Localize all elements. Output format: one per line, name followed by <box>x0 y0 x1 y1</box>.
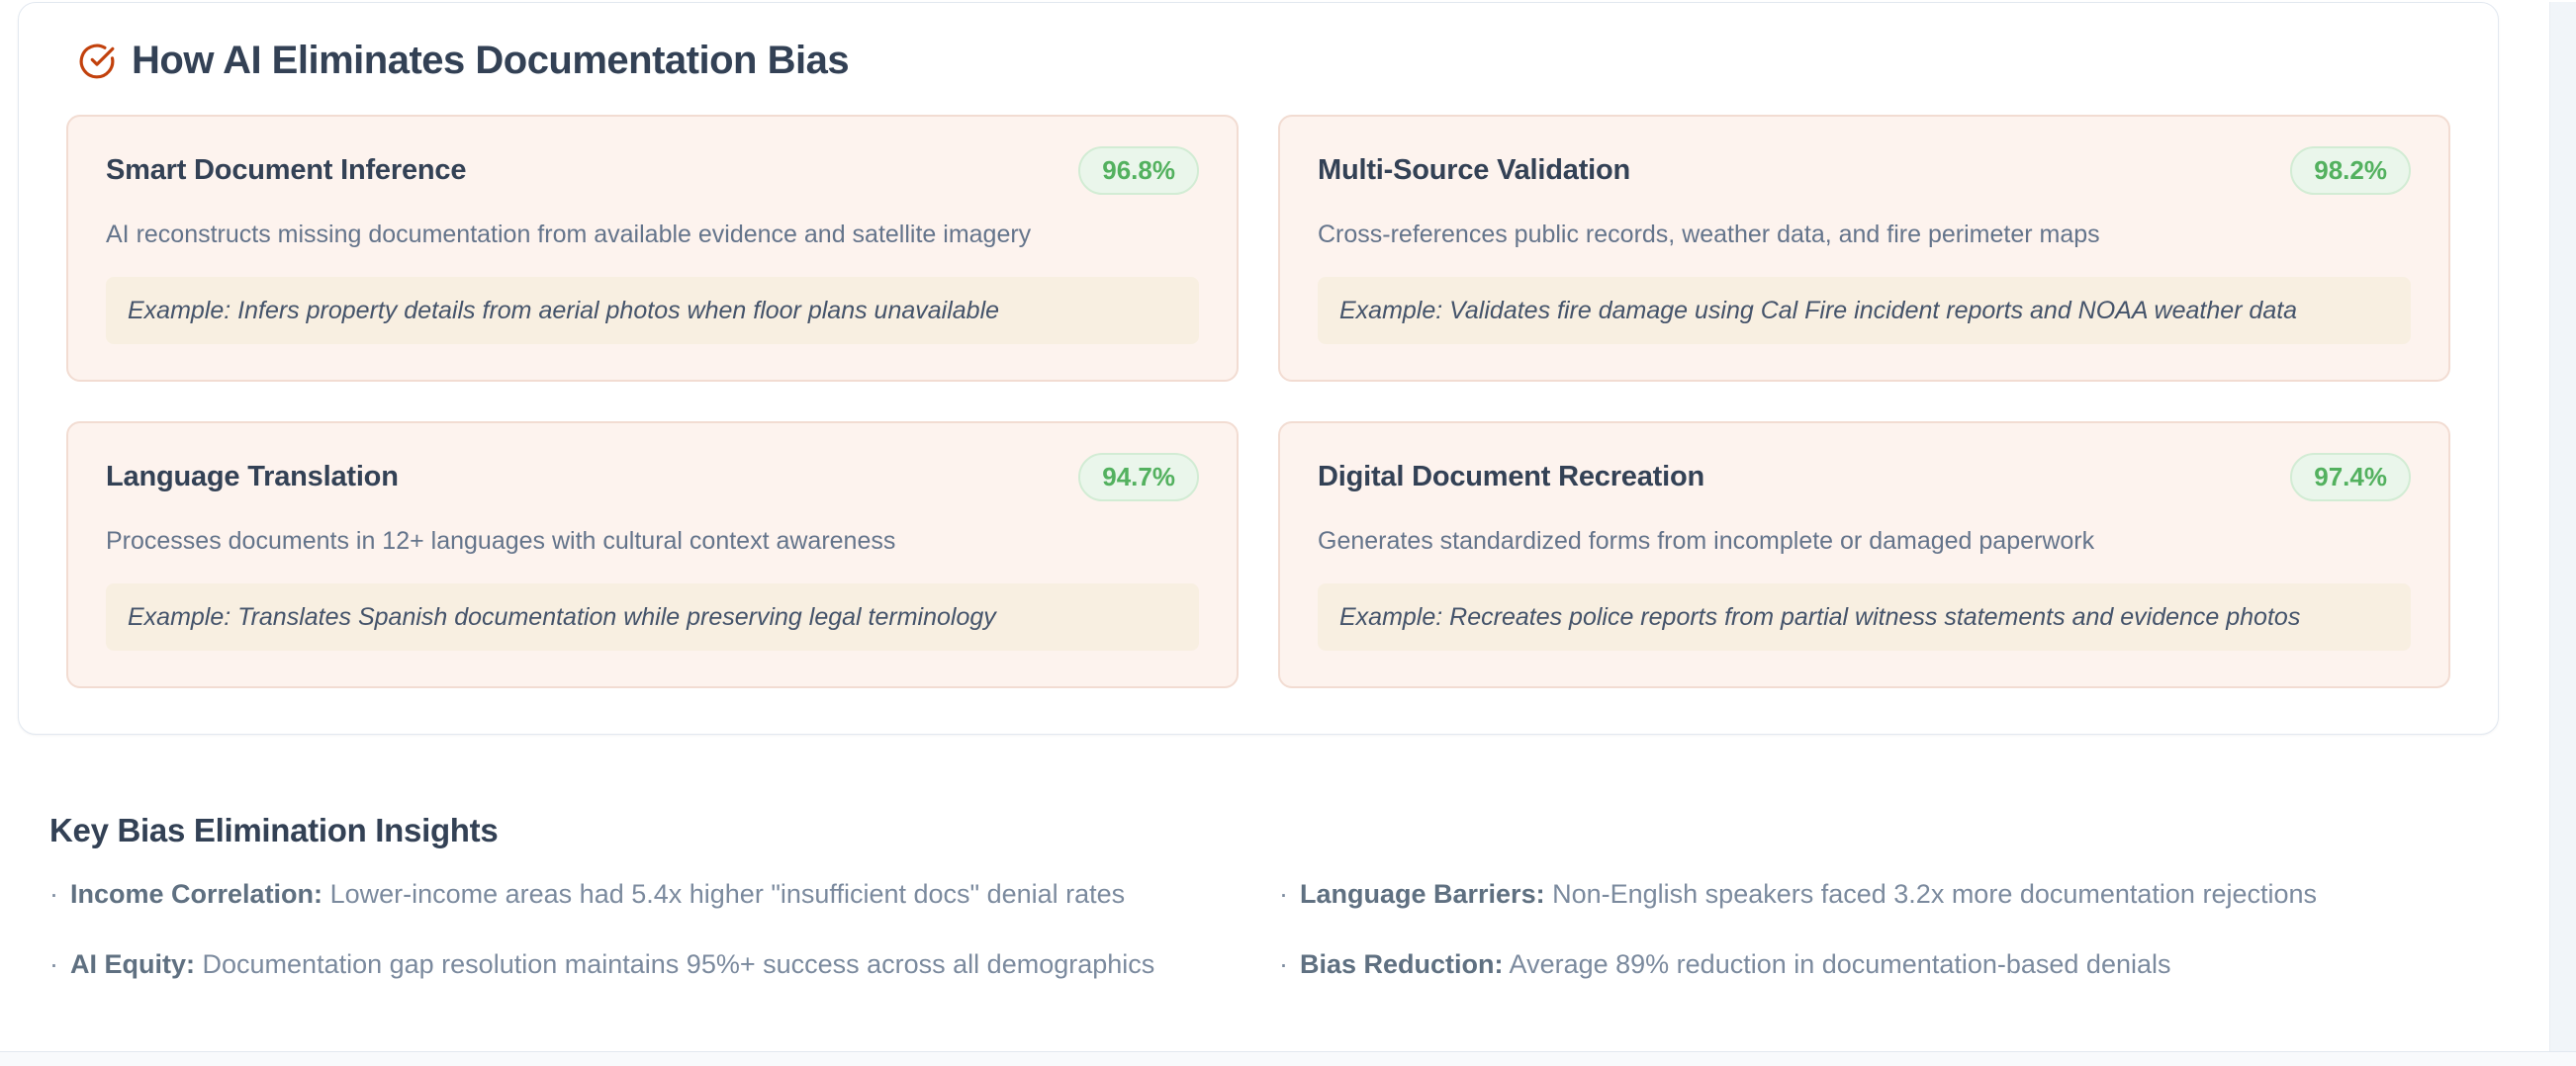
capability-card-digital-document-recreation: Digital Document Recreation 97.4% Genera… <box>1278 421 2450 689</box>
insight-item-bias-reduction: · Bias Reduction: Average 89% reduction i… <box>1279 947 2493 982</box>
success-rate-badge: 98.2% <box>2290 146 2411 196</box>
capability-card-language-translation: Language Translation 94.7% Processes doc… <box>66 421 1239 689</box>
bullet-icon: · <box>1279 879 1288 910</box>
bullet-icon: · <box>49 879 58 910</box>
card-example: Example: Recreates police reports from p… <box>1318 582 2411 652</box>
card-header: Language Translation 94.7% <box>106 453 1199 502</box>
card-description: Processes documents in 12+ languages wit… <box>106 527 896 556</box>
success-rate-badge: 96.8% <box>1078 146 1199 196</box>
bullet-icon: · <box>1279 949 1288 980</box>
card-header: Multi-Source Validation 98.2% <box>1318 146 2411 196</box>
card-example: Example: Infers property details from ae… <box>106 276 1199 345</box>
capability-card-smart-document-inference: Smart Document Inference 96.8% AI recons… <box>66 115 1239 383</box>
bottom-divider <box>0 1051 2576 1066</box>
success-rate-badge: 94.7% <box>1078 453 1199 502</box>
card-description: Generates standardized forms from incomp… <box>1318 527 2095 556</box>
insight-label: Language Barriers: <box>1300 879 1545 910</box>
insight-item-ai-equity: · AI Equity: Documentation gap resolution… <box>49 947 1263 982</box>
card-title: Language Translation <box>106 461 399 493</box>
insight-label: AI Equity: <box>70 949 195 980</box>
capability-card-multi-source-validation: Multi-Source Validation 98.2% Cross-refe… <box>1278 115 2450 383</box>
insights-heading: Key Bias Elimination Insights <box>49 812 499 849</box>
card-header: Smart Document Inference 96.8% <box>106 146 1199 196</box>
insight-text: Lower-income areas had 5.4x higher "insu… <box>329 879 1126 910</box>
card-example: Example: Validates fire damage using Cal… <box>1318 276 2411 345</box>
card-description: AI reconstructs missing documentation fr… <box>106 221 1032 249</box>
card-example: Example: Translates Spanish documentatio… <box>106 582 1199 652</box>
card-header: Digital Document Recreation 97.4% <box>1318 453 2411 502</box>
card-description: Cross-references public records, weather… <box>1318 221 2100 249</box>
insight-item-language-barriers: · Language Barriers: Non-English speakers… <box>1279 877 2493 912</box>
right-gutter <box>2549 2 2576 1066</box>
circle-check-icon <box>78 43 116 80</box>
panel-title: How AI Eliminates Documentation Bias <box>132 39 850 82</box>
capabilities-panel: How AI Eliminates Documentation Bias Sma… <box>18 2 2499 736</box>
insight-label: Income Correlation: <box>70 879 323 910</box>
insight-label: Bias Reduction: <box>1300 949 1504 980</box>
insight-text: Non-English speakers faced 3.2x more doc… <box>1552 879 2318 910</box>
panel-header: How AI Eliminates Documentation Bias <box>66 39 2450 83</box>
insight-text: Average 89% reduction in documentation-b… <box>1509 949 2171 980</box>
insight-item-income-correlation: · Income Correlation: Lower-income areas … <box>49 877 1263 912</box>
insights-grid: · Income Correlation: Lower-income areas … <box>49 877 2493 982</box>
capability-cards-grid: Smart Document Inference 96.8% AI recons… <box>66 115 2450 689</box>
card-title: Smart Document Inference <box>106 154 467 187</box>
card-title: Digital Document Recreation <box>1318 461 1704 493</box>
insight-text: Documentation gap resolution maintains 9… <box>202 949 1155 980</box>
insights-section: Key Bias Elimination Insights · Income Co… <box>49 812 2493 982</box>
bullet-icon: · <box>49 949 58 980</box>
success-rate-badge: 97.4% <box>2290 453 2411 502</box>
card-title: Multi-Source Validation <box>1318 154 1631 187</box>
